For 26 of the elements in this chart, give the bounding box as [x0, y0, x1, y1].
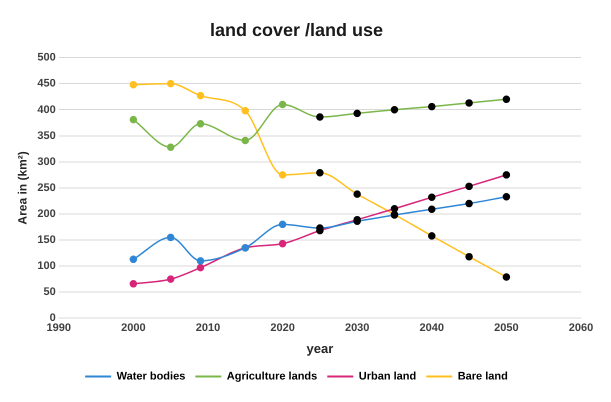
y-tick-label: 300 — [37, 156, 56, 168]
y-tick-label: 100 — [37, 260, 56, 272]
x-tick-label: 2040 — [420, 322, 444, 334]
x-tick-label: 2020 — [270, 322, 295, 334]
y-axis-title: Area in (km²) — [16, 151, 30, 225]
y-tick-label: 250 — [37, 182, 56, 194]
y-tick-label: 50 — [44, 286, 56, 298]
y-tick-label: 150 — [37, 234, 56, 246]
y-tick-label: 350 — [37, 130, 56, 142]
legend-label: Agriculture lands — [226, 370, 318, 383]
x-tick-label: 2060 — [568, 322, 594, 334]
legend-label: Bare land — [458, 370, 508, 383]
legend-label: Urban land — [358, 370, 416, 383]
y-tick-label: 200 — [37, 208, 56, 220]
x-tick-label: 1990 — [46, 322, 71, 334]
x-axis-title: year — [306, 340, 334, 356]
chart-title: land cover /land use — [210, 20, 384, 40]
x-tick-label: 2000 — [121, 322, 146, 334]
y-tick-label: 0 — [50, 312, 56, 324]
x-tick-label: 2050 — [494, 322, 519, 334]
y-tick-label: 500 — [37, 52, 56, 64]
x-tick-label: 2010 — [196, 322, 220, 334]
y-tick-label: 450 — [37, 78, 56, 90]
legend-label: Water bodies — [116, 370, 186, 383]
y-tick-label: 400 — [37, 104, 56, 116]
x-tick-label: 2030 — [344, 322, 370, 334]
